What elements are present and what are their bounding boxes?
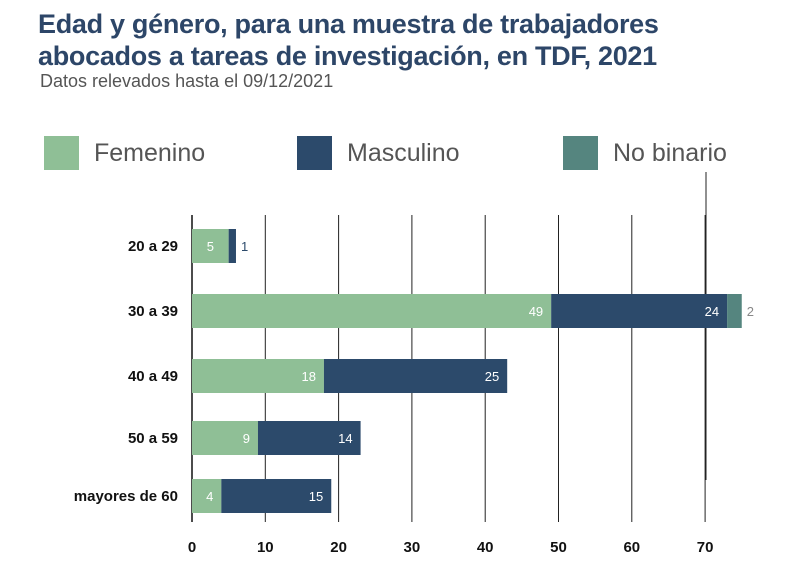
category-label: mayores de 60 <box>74 488 178 505</box>
bar-segment-femenino <box>192 421 258 455</box>
x-tick-label: 30 <box>404 539 421 556</box>
data-label: 2 <box>747 304 754 319</box>
data-label: 15 <box>309 489 323 504</box>
x-tick-label: 70 <box>697 539 714 556</box>
legend-label-femenino: Femenino <box>94 138 206 167</box>
data-label: 4 <box>206 489 213 504</box>
legend-label-no-binario: No binario <box>613 138 727 167</box>
category-label: 50 a 59 <box>128 430 178 447</box>
gridlines <box>264 172 707 522</box>
data-label: 14 <box>338 431 352 446</box>
legend-swatch-no-binario <box>563 136 598 170</box>
bar-segment-femenino <box>192 229 229 263</box>
category-label: 40 a 49 <box>128 368 178 385</box>
chart-legend: Femenino Masculino No binario <box>0 135 800 171</box>
data-label: 5 <box>207 239 214 254</box>
legend-swatch-femenino <box>44 136 79 170</box>
x-tick-label: 60 <box>623 539 640 556</box>
x-tick-label: 0 <box>188 539 196 556</box>
bar-segment-masculino <box>228 229 236 263</box>
bar-segment-masculino <box>551 294 728 328</box>
data-label: 1 <box>241 239 248 254</box>
x-tick-label: 20 <box>330 539 347 556</box>
x-tick-label: 40 <box>477 539 494 556</box>
data-label: 18 <box>301 369 315 384</box>
category-label: 30 a 39 <box>128 303 178 320</box>
x-tick-label: 10 <box>257 539 274 556</box>
x-tick-label: 50 <box>550 539 567 556</box>
bars: 5 1 49 24 2 18 25 9 14 4 15 <box>192 229 754 513</box>
legend-label-masculino: Masculino <box>347 138 460 167</box>
chart-subtitle: Datos relevados hasta el 09/12/2021 <box>40 71 334 91</box>
legend-item-masculino: Masculino <box>297 135 460 171</box>
bar-segment-masculino <box>257 421 361 455</box>
legend-item-femenino: Femenino <box>44 135 205 171</box>
legend-item-no-binario: No binario <box>563 135 727 171</box>
bar-segment-femenino <box>192 359 324 393</box>
data-label: 25 <box>485 369 499 384</box>
chart-title: Edad y género, para una muestra de traba… <box>38 9 659 71</box>
bar-segment-no-binario <box>727 294 742 328</box>
bar-segment-masculino <box>221 479 332 513</box>
data-label: 49 <box>529 304 543 319</box>
bar-segment-masculino <box>323 359 508 393</box>
bar-segment-femenino <box>192 479 222 513</box>
x-axis-ticks: 0 10 20 30 40 50 60 70 <box>188 539 714 556</box>
data-label: 9 <box>243 431 250 446</box>
bar-segment-femenino <box>192 294 552 328</box>
category-label: 20 a 29 <box>128 238 178 255</box>
data-label: 24 <box>705 304 719 319</box>
legend-swatch-masculino <box>297 136 332 170</box>
